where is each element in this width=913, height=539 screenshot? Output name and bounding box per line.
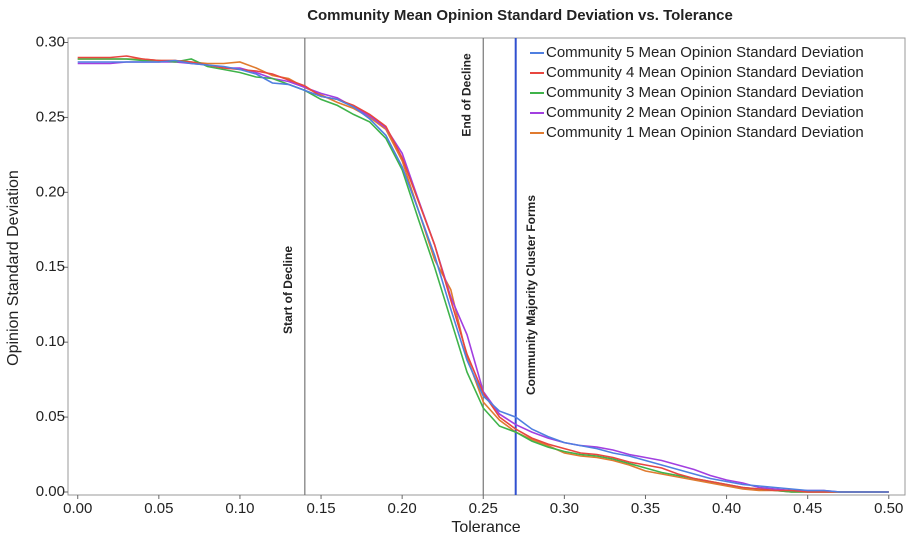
y-tick-label: 0.10 [36, 333, 65, 350]
y-axis-label: Opinion Standard Deviation [5, 170, 22, 366]
x-axis-label: Tolerance [451, 519, 520, 536]
data-line [77, 59, 889, 493]
legend-label: Community 3 Mean Opinion Standard Deviat… [546, 84, 864, 101]
y-tick-label: 0.30 [36, 33, 65, 50]
y-tick-label: 0.25 [36, 108, 65, 125]
annotation-label: End of Decline [459, 53, 473, 137]
annotation-label: Community Majority Cluster Forms [524, 195, 538, 395]
legend-label: Community 2 Mean Opinion Standard Deviat… [546, 104, 864, 121]
y-tick-label: 0.20 [36, 183, 65, 200]
x-tick-label: 0.25 [469, 500, 498, 517]
x-tick-label: 0.05 [144, 500, 173, 517]
plot-frame [67, 37, 906, 496]
x-tick-label: 0.40 [712, 500, 741, 517]
data-line [77, 58, 889, 493]
x-tick-label: 0.00 [63, 500, 92, 517]
y-tick-label: 0.15 [36, 258, 65, 275]
chart-title: Community Mean Opinion Standard Deviatio… [307, 7, 733, 24]
x-tick-label: 0.30 [550, 500, 579, 517]
y-tick-label: 0.00 [36, 483, 65, 500]
y-tick-label: 0.05 [36, 408, 65, 425]
x-tick-label: 0.50 [874, 500, 903, 517]
x-tick-label: 0.20 [388, 500, 417, 517]
x-tick-label: 0.45 [793, 500, 822, 517]
legend-label: Community 5 Mean Opinion Standard Deviat… [546, 44, 864, 61]
x-tick-label: 0.10 [225, 500, 254, 517]
x-tick-label: 0.35 [631, 500, 660, 517]
annotation-label: Start of Decline [281, 246, 295, 334]
legend-label: Community 4 Mean Opinion Standard Deviat… [546, 64, 864, 81]
x-tick-label: 0.15 [306, 500, 335, 517]
legend-label: Community 1 Mean Opinion Standard Deviat… [546, 124, 864, 141]
